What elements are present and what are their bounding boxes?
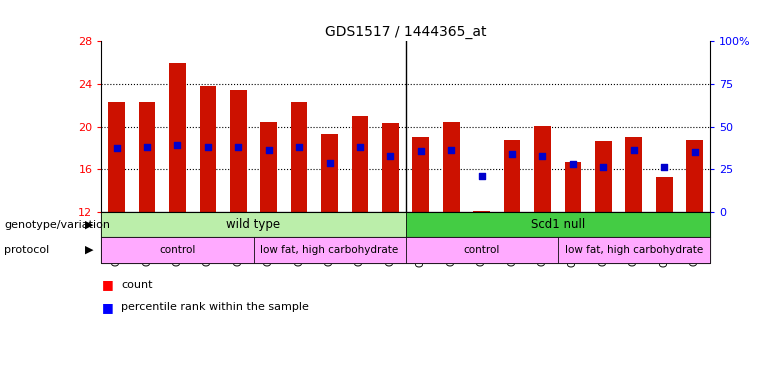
Text: protocol: protocol xyxy=(4,245,49,255)
Bar xyxy=(504,140,520,212)
Text: count: count xyxy=(121,280,152,290)
Bar xyxy=(139,102,155,212)
Bar xyxy=(101,237,254,262)
Point xyxy=(201,144,214,150)
Bar xyxy=(200,86,216,212)
Point xyxy=(415,148,427,154)
Bar xyxy=(108,102,125,212)
Point xyxy=(262,147,275,153)
Bar xyxy=(565,162,581,212)
Point xyxy=(354,144,367,150)
Point xyxy=(506,152,519,157)
Point xyxy=(658,164,671,170)
Point xyxy=(537,153,549,159)
Bar xyxy=(443,122,459,212)
Point xyxy=(689,149,701,155)
Text: ▶: ▶ xyxy=(85,220,94,230)
Point xyxy=(172,142,184,148)
Bar xyxy=(406,212,710,237)
Bar xyxy=(321,134,338,212)
Text: ▶: ▶ xyxy=(85,245,94,255)
Bar xyxy=(101,212,406,237)
Text: wild type: wild type xyxy=(226,218,281,231)
Bar xyxy=(169,63,186,212)
Point xyxy=(628,147,640,153)
Bar xyxy=(382,123,399,212)
Point xyxy=(293,144,306,150)
Point xyxy=(111,145,123,151)
Point xyxy=(324,160,336,166)
Point xyxy=(567,161,580,167)
Bar xyxy=(626,137,642,212)
Text: percentile rank within the sample: percentile rank within the sample xyxy=(121,303,309,312)
Text: Scd1 null: Scd1 null xyxy=(530,218,585,231)
Point xyxy=(385,153,397,159)
Bar xyxy=(473,211,490,212)
Text: low fat, high carbohydrate: low fat, high carbohydrate xyxy=(261,245,399,255)
Text: genotype/variation: genotype/variation xyxy=(4,220,110,230)
Text: ■: ■ xyxy=(101,301,113,314)
Bar xyxy=(413,137,429,212)
Bar xyxy=(686,140,703,212)
Title: GDS1517 / 1444365_at: GDS1517 / 1444365_at xyxy=(324,25,487,39)
Bar xyxy=(406,237,558,262)
Bar xyxy=(230,90,246,212)
Bar xyxy=(352,116,368,212)
Bar xyxy=(595,141,612,212)
Bar xyxy=(261,122,277,212)
Bar xyxy=(558,237,710,262)
Bar xyxy=(534,126,551,212)
Point xyxy=(141,144,154,150)
Bar xyxy=(291,102,307,212)
Text: control: control xyxy=(463,245,500,255)
Point xyxy=(232,144,245,150)
Text: ■: ■ xyxy=(101,279,113,291)
Point xyxy=(476,173,488,179)
Bar xyxy=(656,177,672,212)
Point xyxy=(445,147,458,153)
Bar xyxy=(254,237,406,262)
Point xyxy=(597,164,610,170)
Text: control: control xyxy=(159,245,196,255)
Text: low fat, high carbohydrate: low fat, high carbohydrate xyxy=(565,245,703,255)
